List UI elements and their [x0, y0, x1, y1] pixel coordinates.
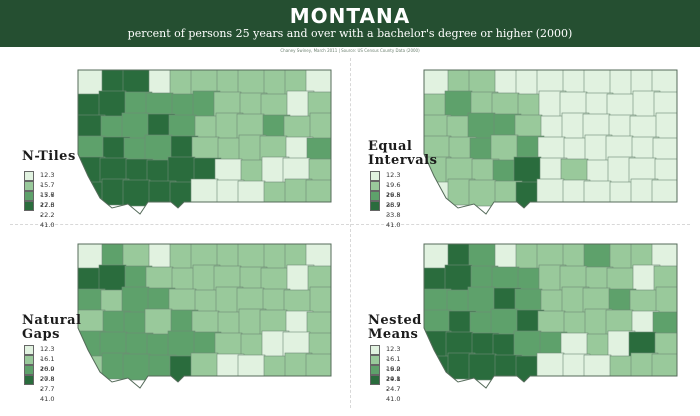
legend-swatch [370, 375, 380, 385]
county-r1-c1 [444, 90, 473, 118]
legend-swatch [370, 191, 380, 201]
map-panel-nested-means: Nested Means 12.3 - 16.0 16.1 - 19.1 19.2 -… [354, 232, 694, 412]
legend-swatch [370, 171, 380, 181]
legend-swatch [370, 181, 380, 191]
county-r5-c7 [583, 354, 612, 382]
county-r1-c1 [98, 90, 127, 118]
county-r3-c3 [144, 308, 173, 336]
map-panel-natural-gaps: Natural Gaps 12.3 - 16.0 16.1 - 20.8 20.9 -… [8, 232, 348, 412]
county-r3-c3 [490, 308, 519, 336]
legend-swatch [370, 365, 380, 375]
legend-swatch [24, 365, 34, 375]
county-r2-c10 [655, 112, 677, 140]
county-r1-c1 [444, 264, 473, 292]
legend-label: 12.3 - 19.5 [386, 171, 401, 199]
county-r5-c0 [424, 355, 452, 383]
legend-label: 20.9 - 27.7 [40, 365, 55, 393]
map-panel-equal-intervals: Equal Intervals 12.3 - 19.5 19.6 - 26.7 26.… [354, 58, 694, 238]
header-banner: MONTANA percent of persons 25 years and … [0, 0, 700, 47]
legend-swatch [370, 201, 380, 211]
legend-label: 16.1 - 20.8 [40, 355, 55, 383]
county-r5-c7 [237, 180, 266, 208]
state-outline [423, 69, 678, 215]
county-r5-c5 [190, 352, 219, 380]
legend-label: 16.1 - 19.1 [386, 355, 401, 383]
county-r2-c2 [121, 286, 150, 314]
county-r2-c10 [309, 112, 331, 140]
legend-swatch [24, 375, 34, 385]
source-credit: Chaney Swiney, March 2011 | Source: US C… [280, 48, 420, 53]
legend-label: 12.3 - 16.0 [386, 345, 401, 373]
map-subtitle: percent of persons 25 years and over wit… [127, 27, 573, 40]
county-r5-c2 [468, 353, 497, 381]
map-title: MONTANA [289, 4, 411, 28]
county-r5-c5 [190, 178, 219, 206]
county-r5-c5 [536, 352, 565, 380]
method-title: Natural Gaps [22, 313, 82, 342]
county-r0-c2 [122, 244, 151, 271]
legend-swatch [24, 191, 34, 201]
legend-label: 12.3 - 16.0 [40, 345, 55, 373]
county-r5-c7 [583, 180, 612, 208]
state-outline [77, 243, 332, 389]
county-r0-c7 [583, 244, 612, 271]
legend-label: 17.7 - 22.2 [40, 191, 55, 219]
county-r0-c2 [122, 70, 151, 97]
county-r5-c0 [78, 355, 106, 383]
choropleth-map [77, 243, 332, 389]
legend-label: 24.8 - 41.0 [386, 375, 401, 403]
choropleth-map [423, 69, 678, 215]
choropleth-map [77, 69, 332, 215]
county-r1-c1 [98, 264, 127, 292]
method-title: N-Tiles [22, 149, 76, 164]
legend-swatch [24, 171, 34, 181]
map-panel-ntiles: N-Tiles 12.3 - 15.6 15.7 - 17.6 17.7 - 22.2… [8, 58, 348, 238]
legend-label: 19.6 - 26.7 [386, 181, 401, 209]
county-r5-c5 [536, 178, 565, 206]
method-title: Nested Means [368, 313, 422, 342]
county-r4-c4 [513, 156, 542, 184]
county-r0-c7 [583, 70, 612, 97]
county-r0-c7 [237, 70, 266, 97]
legend-label: 15.7 - 17.6 [40, 181, 55, 209]
county-r5-c2 [122, 353, 151, 381]
county-r4-c4 [167, 330, 196, 358]
legend-label: 33.9 - 41.0 [386, 201, 401, 229]
county-r5-c0 [78, 181, 106, 209]
legend-swatch [24, 355, 34, 365]
legend-label: 22.3 - 41.0 [40, 201, 55, 229]
legend-swatch [370, 355, 380, 365]
county-r0-c2 [468, 244, 497, 271]
county-r5-c2 [468, 179, 497, 207]
county-r2-c10 [309, 286, 331, 314]
legend-swatch [24, 181, 34, 191]
state-outline [423, 243, 678, 389]
method-title: Equal Intervals [368, 139, 438, 168]
choropleth-map [423, 243, 678, 389]
state-outline [77, 69, 332, 215]
county-r2-c10 [655, 286, 677, 314]
county-r5-c0 [424, 181, 452, 209]
legend-label: 19.2 - 24.7 [386, 365, 401, 393]
county-r0-c2 [468, 70, 497, 97]
county-r0-c7 [237, 244, 266, 271]
county-r3-c3 [490, 134, 519, 162]
county-r5-c7 [237, 354, 266, 382]
legend-label: 26.8 - 33.8 [386, 191, 401, 219]
legend-label: 12.3 - 15.6 [40, 171, 55, 199]
legend-label: 27.8 - 41.0 [40, 375, 55, 403]
county-r2-c2 [121, 112, 150, 140]
legend-swatch [370, 345, 380, 355]
vertical-divider [350, 58, 351, 408]
legend-swatch [24, 345, 34, 355]
legend-swatch [24, 201, 34, 211]
county-r5-c2 [122, 179, 151, 207]
